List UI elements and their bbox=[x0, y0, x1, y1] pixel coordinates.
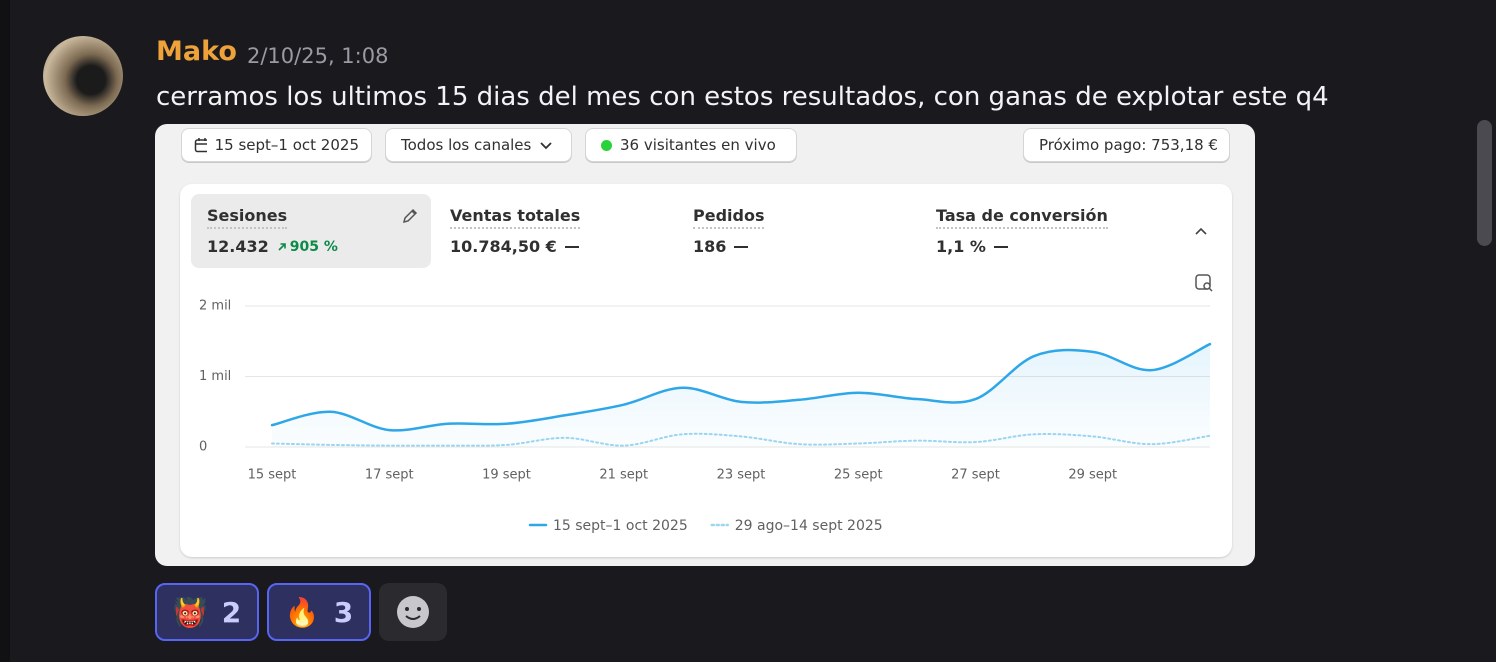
scrollbar[interactable] bbox=[1477, 120, 1492, 246]
calendar-icon bbox=[194, 138, 207, 153]
avatar[interactable] bbox=[43, 36, 123, 116]
reaction[interactable]: 🔥 3 bbox=[267, 583, 371, 641]
metric-number: 10.784,50 € bbox=[450, 237, 557, 256]
reaction-count: 2 bbox=[221, 595, 242, 629]
date-button: 15 sept–1 oct 2025 bbox=[181, 128, 372, 162]
metric-label: Tasa de conversión bbox=[936, 206, 1108, 229]
payout: Próximo pago: 753,18 € bbox=[1039, 136, 1218, 154]
message-text: cerramos los ultimos 15 dias del mes con… bbox=[156, 82, 1329, 112]
x-tick-label: 19 sept bbox=[482, 468, 531, 483]
x-tick-label: 27 sept bbox=[951, 468, 1000, 483]
author[interactable]: Mako bbox=[156, 36, 237, 67]
x-tick-label: 21 sept bbox=[599, 468, 648, 483]
metric-value: 1,1 % bbox=[936, 237, 1008, 256]
dash bbox=[734, 245, 749, 248]
date-range: 15 sept–1 oct 2025 bbox=[214, 136, 359, 154]
y-tick-label: 1 mil bbox=[199, 369, 231, 384]
metric-number: 1,1 % bbox=[936, 237, 986, 256]
metric-label: Ventas totales bbox=[450, 206, 581, 229]
metric-label: Sesiones bbox=[207, 206, 288, 229]
metric-selected bbox=[191, 194, 431, 268]
x-tick-label: 17 sept bbox=[365, 468, 414, 483]
arrow-up-icon bbox=[278, 242, 286, 251]
smile-icon bbox=[397, 596, 429, 628]
x-tick-label: 29 sept bbox=[1068, 468, 1117, 483]
dash bbox=[993, 245, 1008, 248]
chart: 0 1 mil 2 mil 15 sept 17 sept 19 sept 21 sept 2… bbox=[199, 299, 1212, 534]
card: Sesiones 12.432 905 % Ventas totales 10.7… bbox=[180, 184, 1232, 557]
x-tick-label: 23 sept bbox=[717, 468, 766, 483]
emoji: 🔥 bbox=[284, 595, 320, 629]
x-tick-label: 15 sept bbox=[248, 468, 297, 483]
metric-value: 186 bbox=[693, 237, 749, 256]
reaction-count: 3 bbox=[333, 595, 354, 629]
live-visitors: 36 visitantes en vivo bbox=[620, 136, 776, 154]
metric-change: 905 % bbox=[277, 239, 338, 255]
add-reaction[interactable] bbox=[379, 583, 447, 641]
inspect-icon bbox=[1195, 274, 1213, 292]
change-text: 905 % bbox=[289, 238, 338, 255]
legend-label: 15 sept–1 oct 2025 bbox=[553, 518, 688, 534]
x-tick-label: 25 sept bbox=[834, 468, 883, 483]
metric-value: 12.432 905 % bbox=[207, 237, 338, 256]
payout-button: Próximo pago: 753,18 € bbox=[1023, 128, 1230, 162]
reaction[interactable]: 👹 2 bbox=[155, 583, 259, 641]
series-line bbox=[270, 342, 1212, 432]
live-button: 36 visitantes en vivo bbox=[585, 128, 797, 162]
chevron-down bbox=[540, 142, 552, 150]
area bbox=[272, 344, 1210, 447]
y-tick-label: 0 bbox=[199, 440, 207, 455]
timestamp: 2/10/25, 1:08 bbox=[247, 44, 389, 68]
emoji: 👹 bbox=[172, 595, 208, 629]
edit-icon bbox=[402, 208, 418, 224]
legend-label: 29 ago–14 sept 2025 bbox=[735, 518, 883, 534]
channels: Todos los canales bbox=[401, 136, 532, 154]
metric-value: 10.784,50 € bbox=[450, 237, 579, 256]
metric-number: 186 bbox=[693, 237, 727, 256]
channels-button: Todos los canales bbox=[385, 128, 572, 162]
dash bbox=[564, 245, 579, 248]
y-tick-label: 2 mil bbox=[199, 299, 231, 314]
live-dot bbox=[601, 139, 612, 151]
metric-label: Pedidos bbox=[693, 206, 765, 229]
collapse-icon bbox=[1195, 227, 1207, 235]
metric-number: 12.432 bbox=[207, 237, 269, 256]
embed-image[interactable]: 15 sept–1 oct 2025 Todos los canales 36 … bbox=[155, 124, 1255, 566]
sidebar-edge bbox=[0, 0, 10, 662]
